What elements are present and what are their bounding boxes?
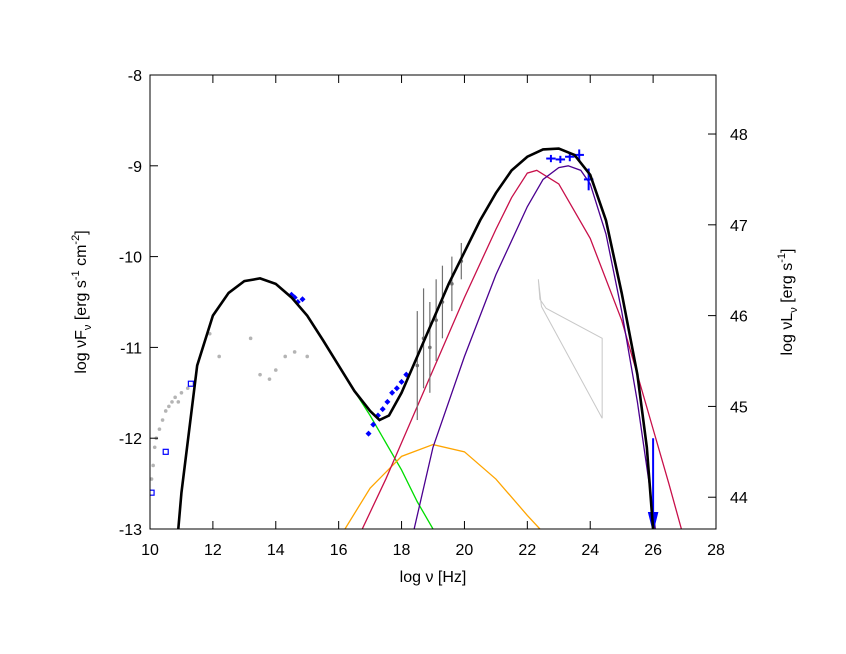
data-point [217, 354, 221, 359]
data-point [428, 345, 432, 350]
data-point [305, 354, 310, 359]
data-point [179, 391, 184, 395]
data-point [160, 418, 165, 422]
data-point [248, 336, 253, 341]
x-tick-label: 16 [330, 542, 348, 559]
y-tick-label: -9 [128, 159, 142, 176]
data-point [170, 400, 174, 404]
data-point [389, 389, 396, 396]
data-point [393, 385, 400, 392]
data-point [292, 350, 297, 354]
plot-area [150, 147, 683, 529]
data-point [150, 489, 155, 496]
x-tick-label: 22 [518, 542, 536, 559]
data-point [283, 354, 288, 359]
y-tick-label: -13 [119, 522, 142, 539]
data-point [207, 331, 212, 336]
y-tick-label: -11 [120, 340, 142, 357]
curve [361, 169, 683, 529]
data-point [398, 378, 405, 385]
data-point [379, 406, 386, 413]
data-point [157, 427, 162, 431]
y-tick-label: -10 [119, 250, 142, 267]
curve [537, 279, 603, 419]
data-point [450, 282, 454, 286]
data-point [365, 430, 372, 437]
data-point [415, 363, 420, 368]
data-point [185, 386, 190, 391]
x-tick-label: 26 [644, 542, 662, 559]
data-point [273, 368, 278, 372]
y-tick-label: -8 [128, 68, 142, 85]
data-point [176, 400, 181, 404]
y2-tick-label: 45 [730, 399, 748, 416]
x-tick-label: 12 [204, 542, 222, 559]
curve [177, 147, 655, 529]
x-tick-label: 10 [141, 542, 159, 559]
data-point [267, 377, 272, 381]
y-axis-label: log νFν [erg s-1 cm-2] [70, 230, 94, 373]
data-point [163, 409, 168, 413]
x-axis-label: log ν [Hz] [400, 569, 467, 586]
data-point [151, 463, 155, 468]
data-point [258, 372, 262, 377]
y-tick-label: -12 [119, 431, 142, 448]
y2-tick-label: 47 [730, 218, 748, 235]
data-point [434, 318, 438, 322]
data-point [162, 448, 169, 455]
x-tick-label: 24 [581, 542, 599, 559]
x-tick-label: 28 [707, 542, 725, 559]
curve [344, 443, 541, 529]
data-point [384, 398, 391, 405]
data-point [370, 421, 377, 428]
plot-frame [149, 74, 717, 530]
x-tick-label: 20 [456, 542, 474, 559]
curve [413, 165, 656, 529]
y2-tick-label: 44 [730, 490, 748, 507]
data-point [187, 380, 194, 387]
data-point [152, 445, 157, 450]
data-point [299, 296, 306, 303]
x-tick-label: 18 [393, 542, 411, 559]
data-point [150, 477, 154, 481]
data-point [167, 404, 171, 409]
y2-tick-label: 46 [730, 309, 748, 326]
y2-axis-label: log νLν [erg s-1] [776, 249, 800, 356]
x-tick-label: 14 [267, 542, 285, 559]
y2-tick-label: 48 [730, 127, 748, 144]
data-point [173, 395, 177, 400]
